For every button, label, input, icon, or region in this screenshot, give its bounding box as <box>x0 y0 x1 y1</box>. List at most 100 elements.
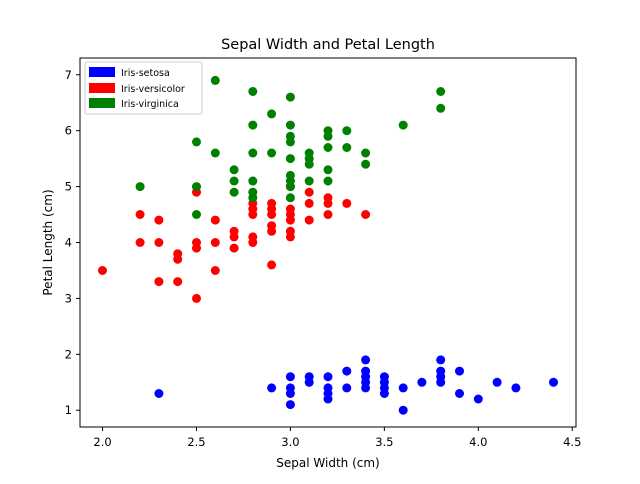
point-iris-versicolor <box>229 243 239 253</box>
point-iris-versicolor <box>210 238 220 247</box>
point-iris-virginica <box>248 176 258 186</box>
y-tick-label: 5 <box>65 180 72 194</box>
point-iris-virginica <box>229 176 239 186</box>
point-iris-setosa <box>361 355 371 365</box>
point-iris-versicolor <box>267 260 277 270</box>
point-iris-setosa <box>342 366 352 376</box>
x-tick-label: 2.0 <box>93 435 111 449</box>
point-iris-setosa <box>342 383 352 393</box>
x-tick-label: 4.0 <box>469 435 487 449</box>
point-iris-virginica <box>342 143 352 152</box>
point-iris-setosa <box>436 355 446 365</box>
x-tick-label: 4.5 <box>563 435 581 449</box>
point-iris-setosa <box>154 389 164 398</box>
point-iris-setosa <box>267 383 277 393</box>
point-iris-virginica <box>285 131 295 141</box>
point-iris-setosa <box>285 383 295 393</box>
y-tick-label: 1 <box>65 403 72 417</box>
point-iris-setosa <box>285 400 295 410</box>
point-iris-virginica <box>361 148 371 158</box>
point-iris-setosa <box>417 377 427 387</box>
point-iris-virginica <box>192 182 201 192</box>
point-iris-virginica <box>285 92 295 102</box>
point-iris-versicolor <box>304 198 314 208</box>
point-iris-setosa <box>492 377 502 387</box>
x-tick-label: 3.0 <box>281 435 299 449</box>
x-tick-label: 3.5 <box>375 435 393 449</box>
point-iris-setosa <box>285 372 295 382</box>
point-iris-virginica <box>248 187 258 197</box>
point-iris-virginica <box>248 148 258 158</box>
point-iris-versicolor <box>342 198 352 208</box>
data-points <box>98 75 558 415</box>
point-iris-versicolor <box>285 226 295 236</box>
point-iris-versicolor <box>154 238 164 247</box>
point-iris-virginica <box>229 165 239 175</box>
point-iris-versicolor <box>267 221 277 231</box>
point-iris-versicolor <box>304 215 314 225</box>
point-iris-setosa <box>398 405 408 415</box>
point-iris-versicolor <box>361 210 371 219</box>
legend-swatch-setosa <box>89 67 115 77</box>
point-iris-setosa <box>549 377 558 387</box>
point-iris-virginica <box>398 120 408 130</box>
point-iris-virginica <box>285 154 295 164</box>
point-iris-setosa <box>473 394 483 404</box>
point-iris-virginica <box>135 182 145 192</box>
point-iris-setosa <box>511 383 521 393</box>
point-iris-versicolor <box>323 193 333 203</box>
point-iris-virginica <box>229 187 239 197</box>
y-tick-label: 6 <box>65 124 72 138</box>
point-iris-virginica <box>342 126 352 136</box>
point-iris-versicolor <box>285 204 295 214</box>
point-iris-setosa <box>455 389 464 398</box>
point-iris-versicolor <box>248 232 258 242</box>
point-iris-virginica <box>323 176 333 186</box>
point-iris-versicolor <box>192 293 201 303</box>
point-iris-virginica <box>248 120 258 130</box>
point-iris-virginica <box>192 210 201 219</box>
point-iris-virginica <box>248 87 258 96</box>
point-iris-versicolor <box>154 277 164 287</box>
point-iris-setosa <box>304 372 314 382</box>
point-iris-virginica <box>285 120 295 130</box>
point-iris-setosa <box>379 372 389 382</box>
legend-label-setosa: Iris-setosa <box>121 68 170 79</box>
point-iris-versicolor <box>323 210 333 219</box>
point-iris-versicolor <box>229 226 239 236</box>
point-iris-versicolor <box>210 215 220 225</box>
legend-swatch-virginica <box>89 98 115 108</box>
legend-label-virginica: Iris-virginica <box>121 99 179 110</box>
point-iris-virginica <box>192 137 201 147</box>
point-iris-virginica <box>267 109 277 119</box>
point-iris-setosa <box>455 366 464 376</box>
point-iris-setosa <box>323 383 333 393</box>
y-tick-label: 7 <box>65 68 72 82</box>
y-axis-label: Petal Length (cm) <box>41 189 55 295</box>
y-tick-label: 3 <box>65 291 72 305</box>
point-iris-setosa <box>398 383 408 393</box>
legend: Iris-setosa Iris-versicolor Iris-virgini… <box>84 61 203 115</box>
point-iris-setosa <box>436 366 446 376</box>
point-iris-virginica <box>267 148 277 158</box>
point-iris-virginica <box>210 148 220 158</box>
y-tick-label: 2 <box>65 347 72 361</box>
chart-title: Sepal Width and Petal Length <box>221 37 435 53</box>
x-tick-label: 2.5 <box>187 435 205 449</box>
point-iris-virginica <box>436 87 446 96</box>
point-iris-setosa <box>361 366 371 376</box>
y-tick-label: 4 <box>65 236 72 250</box>
point-iris-setosa <box>323 372 333 382</box>
point-iris-virginica <box>285 170 295 180</box>
point-iris-versicolor <box>135 210 145 219</box>
point-iris-virginica <box>436 103 446 113</box>
point-iris-versicolor <box>98 266 107 275</box>
point-iris-versicolor <box>304 187 314 197</box>
point-iris-versicolor <box>267 198 277 208</box>
point-iris-virginica <box>323 126 333 136</box>
point-iris-versicolor <box>154 215 164 225</box>
point-iris-versicolor <box>173 249 183 259</box>
point-iris-virginica <box>210 75 220 85</box>
point-iris-virginica <box>323 165 333 175</box>
